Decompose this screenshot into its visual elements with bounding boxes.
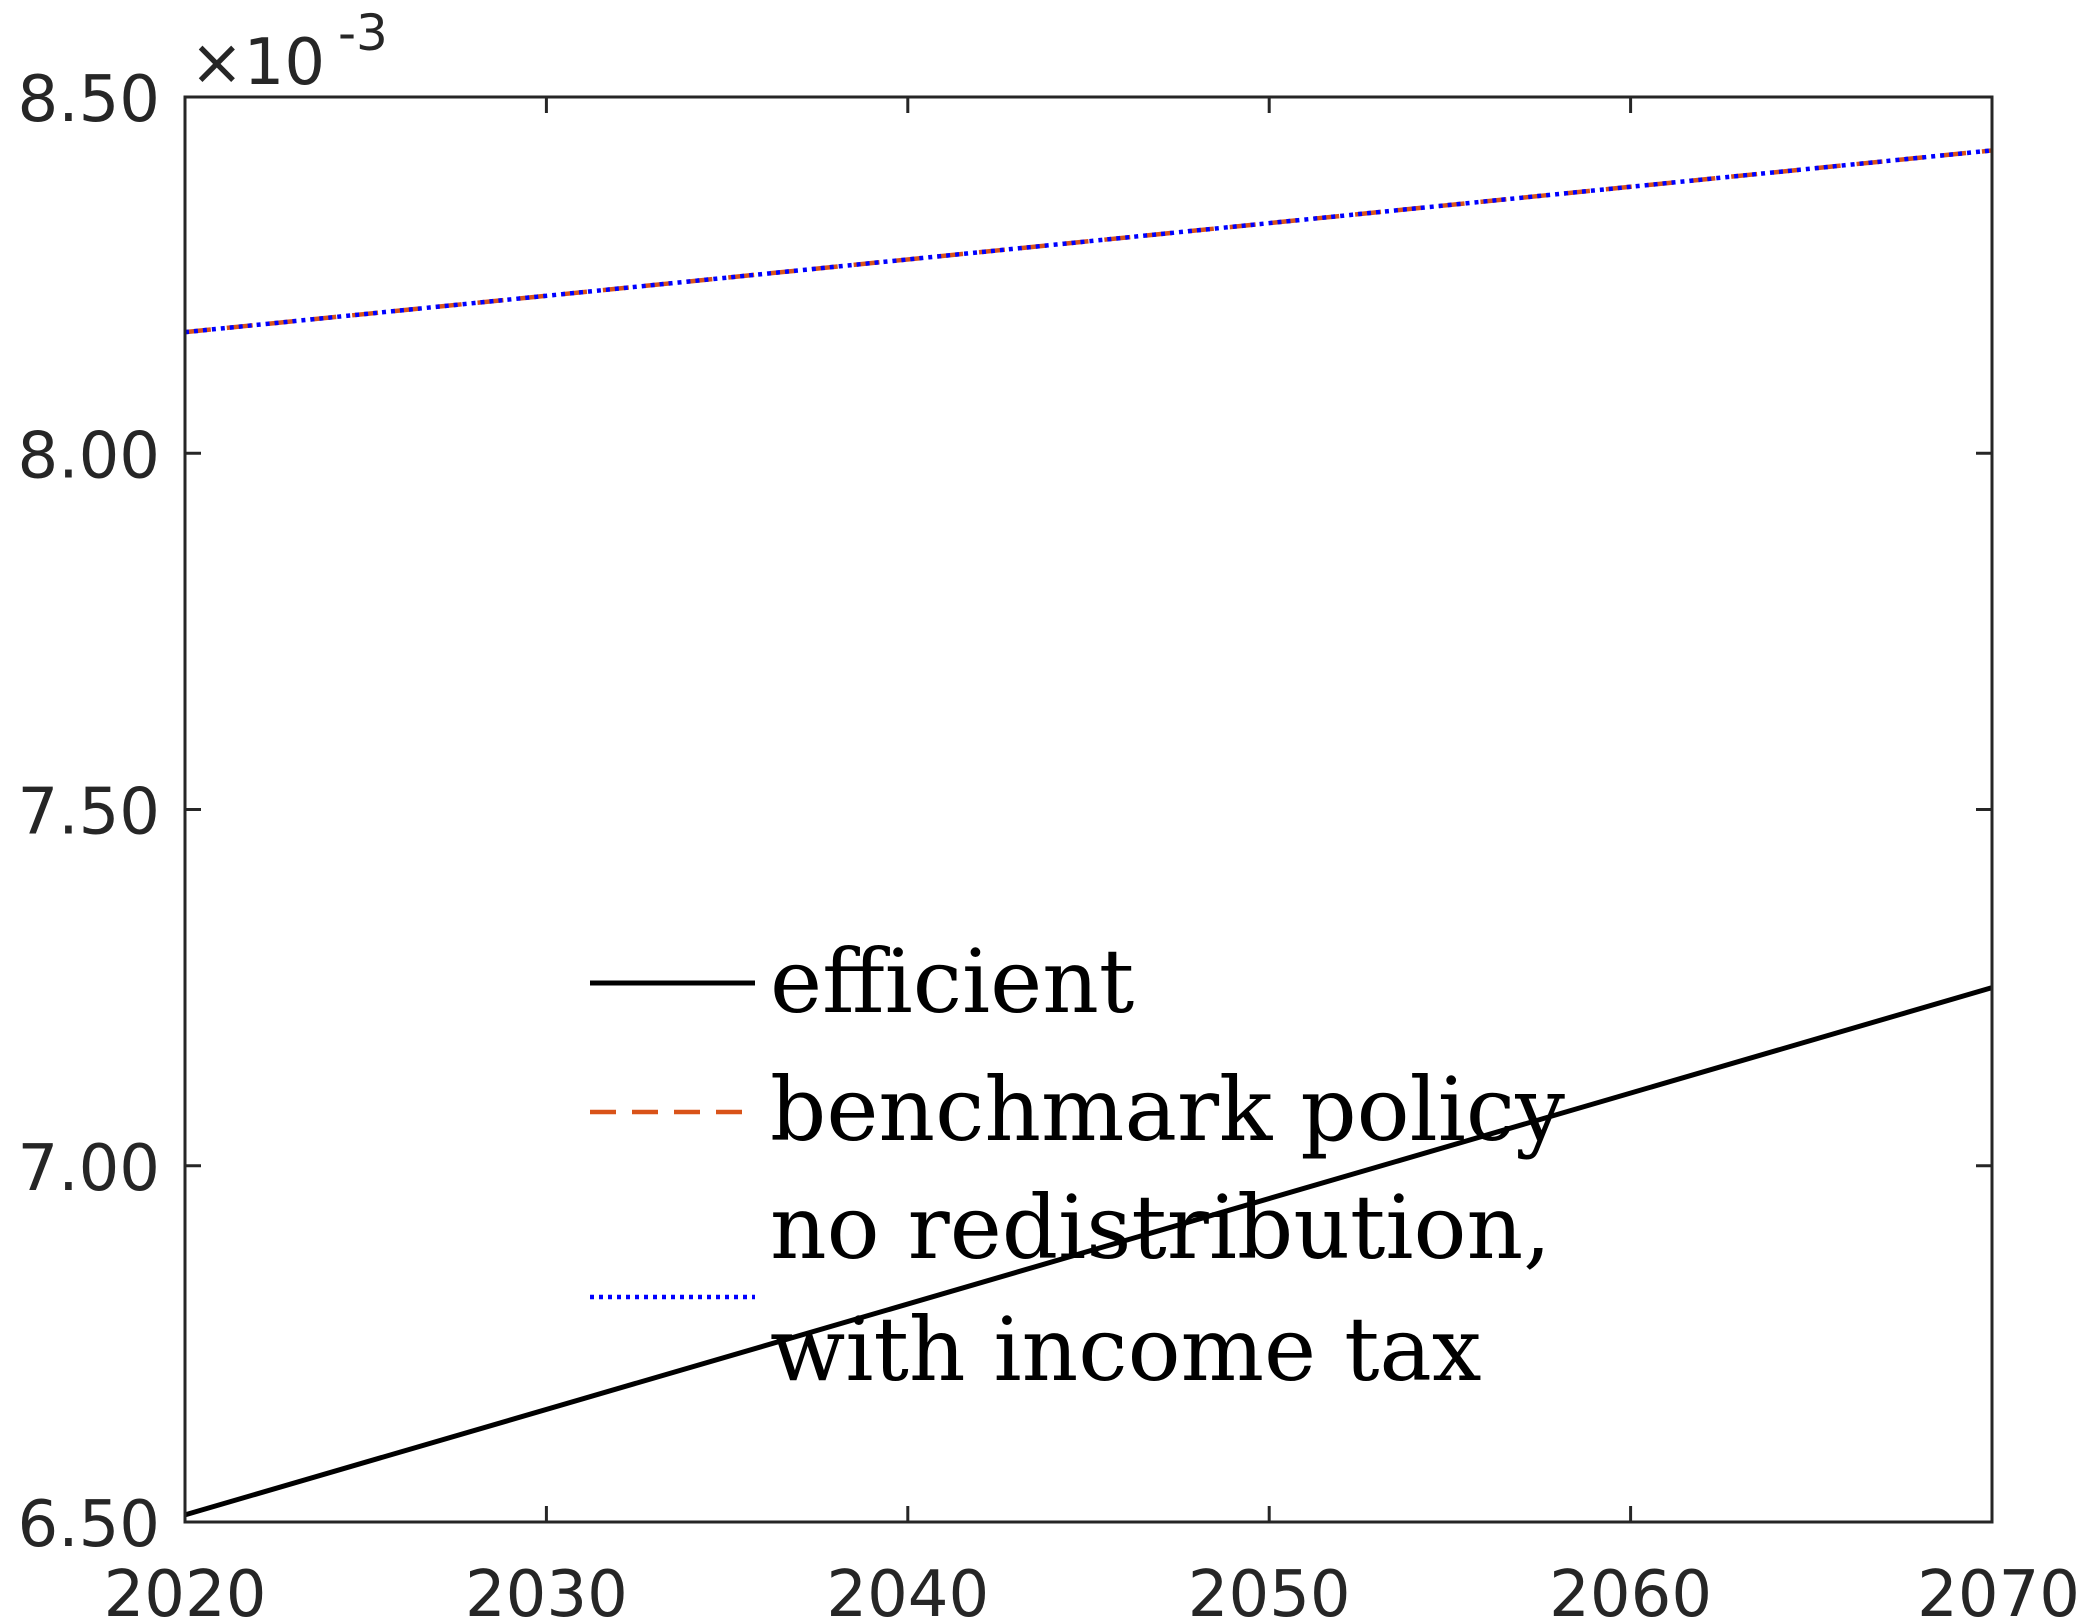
legend-item-2: no redistribution, with income tax — [590, 1176, 1551, 1401]
x-tick-label: 2070 — [1917, 1558, 2080, 1622]
legend-label: efficient — [770, 930, 1134, 1033]
series-line-2 — [184, 148, 1993, 335]
x-tick-label: 2030 — [465, 1558, 628, 1622]
legend-item-0: efficient — [590, 930, 1134, 1033]
exponent-base: ×10 — [190, 26, 325, 100]
x-axis-tick-labels: 2020 2030 2040 2050 2060 2070 — [104, 1558, 2080, 1622]
legend-label: no redistribution, — [770, 1176, 1551, 1279]
y-tick-label: 8.00 — [18, 419, 161, 493]
legend-item-1: benchmark policy — [590, 1058, 1565, 1161]
legend: efficient benchmark policy no redistributi… — [590, 930, 1565, 1401]
exponent-power: -3 — [338, 4, 388, 62]
y-tick-label: 6.50 — [18, 1488, 161, 1562]
y-tick-label: 7.00 — [18, 1132, 161, 1206]
legend-label: benchmark policy — [770, 1058, 1565, 1161]
x-tick-label: 2040 — [826, 1558, 989, 1622]
axis-ticks — [183, 95, 1994, 1524]
x-tick-label: 2050 — [1188, 1558, 1351, 1622]
x-tick-label: 2060 — [1549, 1558, 1712, 1622]
legend-label: with income tax — [770, 1298, 1482, 1401]
y-axis-tick-labels: 6.50 7.00 7.50 8.00 8.50 — [18, 63, 161, 1562]
y-tick-label: 8.50 — [18, 63, 161, 137]
series-lines — [184, 148, 1993, 1518]
y-axis-exponent-label: ×10 -3 — [190, 4, 388, 100]
y-tick-label: 7.50 — [18, 776, 161, 850]
x-tick-label: 2020 — [104, 1558, 267, 1622]
series-line-0 — [184, 985, 1993, 1518]
